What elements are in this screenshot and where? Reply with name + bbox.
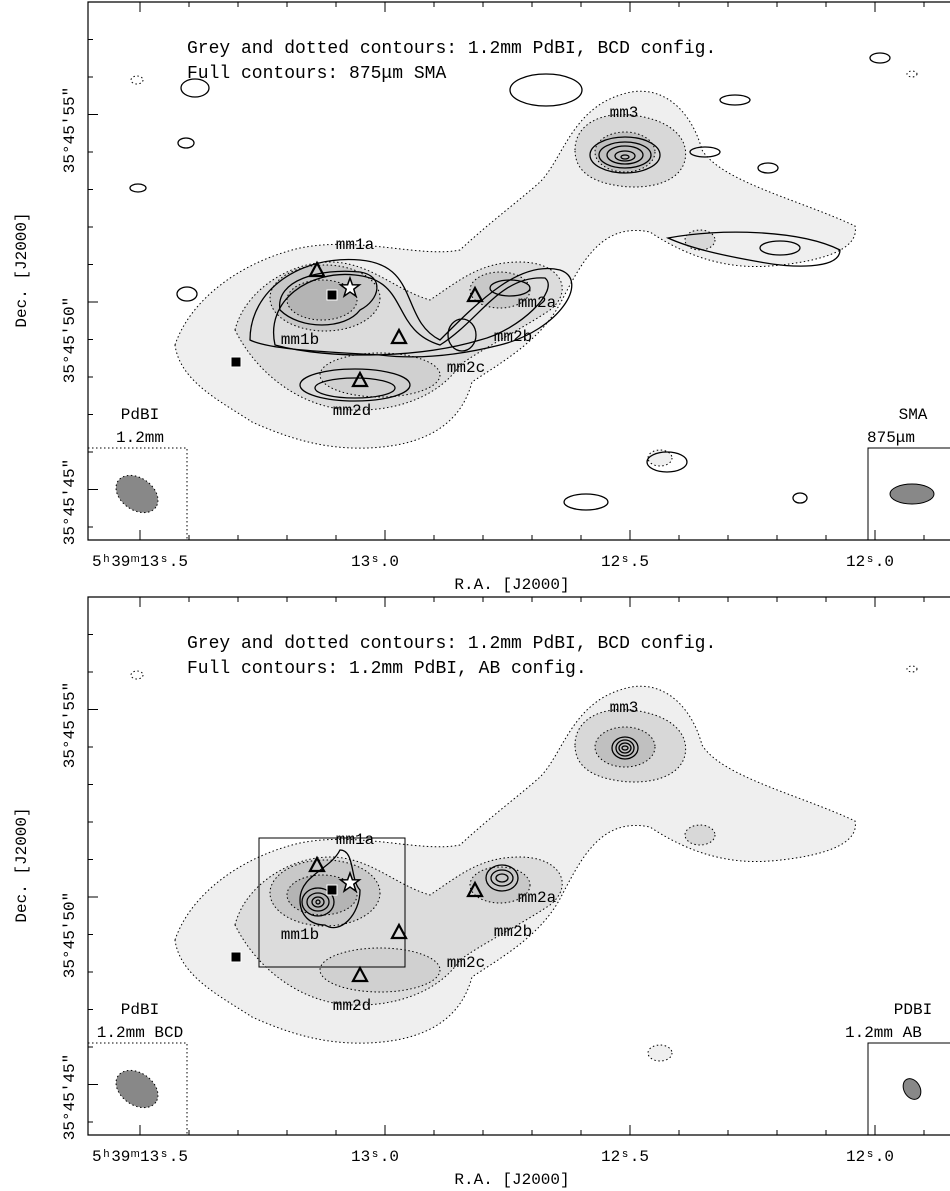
solid-contour	[720, 95, 750, 105]
y-tick-label: 35°45'50"	[61, 297, 79, 383]
source-label: mm3	[610, 104, 639, 122]
x-tick-label: 12ˢ.0	[846, 1148, 894, 1166]
source-label: mm2b	[494, 923, 532, 941]
source-label: mm2d	[333, 402, 371, 420]
panel: mm1a mm1b mm2a mm2b mm2c mm2d mm3 Grey and dott…	[13, 2, 950, 594]
contour-region	[595, 727, 655, 767]
source-label: mm2c	[447, 954, 485, 972]
beam-label: SMA	[899, 406, 928, 424]
beam-label: PDBI	[894, 1001, 932, 1019]
beam-label: 1.2mm AB	[845, 1024, 922, 1042]
source-label: mm3	[610, 699, 639, 717]
beam-label: PdBI	[121, 1001, 159, 1019]
solid-contour	[178, 138, 194, 148]
y-tick-label: 35°45'45"	[61, 459, 79, 545]
contour-region	[595, 132, 655, 172]
solid-contour	[510, 74, 582, 106]
y-tick-label: 35°45'55"	[61, 87, 79, 173]
solid-contour	[793, 493, 807, 503]
beam	[890, 484, 934, 504]
x-tick-label: 12ˢ.5	[601, 1148, 649, 1166]
x-tick-label: 13ˢ.0	[351, 553, 399, 571]
x-axis-label: R.A. [J2000]	[454, 1171, 569, 1189]
legend-line: Full contours: 875μm SMA	[187, 64, 446, 84]
y-tick-label: 35°45'50"	[61, 892, 79, 978]
source-label: mm2d	[333, 997, 371, 1015]
contour-region	[320, 948, 440, 992]
square-marker	[327, 290, 337, 300]
contour-region	[131, 671, 143, 679]
source-label: mm1b	[281, 331, 319, 349]
beam-label: 1.2mm	[116, 429, 164, 447]
x-tick-label: 5ʰ39ᵐ13ˢ.5	[92, 553, 188, 571]
x-tick-label: 13ˢ.0	[351, 1148, 399, 1166]
source-label: mm1a	[336, 831, 375, 849]
x-tick-label: 12ˢ.0	[846, 553, 894, 571]
beam	[109, 1063, 165, 1116]
contour-region	[685, 825, 715, 845]
contour-region	[907, 71, 917, 77]
source-label: mm2c	[447, 359, 485, 377]
contour-region	[907, 666, 917, 672]
beam-label: 1.2mm BCD	[97, 1024, 183, 1042]
source-label: mm1b	[281, 926, 319, 944]
solid-contour	[130, 184, 146, 192]
source-label: mm2b	[494, 328, 532, 346]
x-axis-label: R.A. [J2000]	[454, 576, 569, 594]
panel: mm1a mm1b mm2a mm2b mm2c mm2d mm3 Grey and dott…	[13, 597, 950, 1189]
y-axis-label: Dec. [J2000]	[13, 212, 31, 327]
square-marker	[231, 357, 241, 367]
source-label: mm1a	[336, 236, 375, 254]
beam	[109, 468, 165, 521]
contour-region	[648, 1045, 672, 1061]
legend-line: Grey and dotted contours: 1.2mm PdBI, BC…	[187, 634, 716, 654]
source-label: mm2a	[518, 294, 557, 312]
legend-line: Grey and dotted contours: 1.2mm PdBI, BC…	[187, 39, 716, 59]
figure: mm1a mm1b mm2a mm2b mm2c mm2d mm3 Grey and dott…	[0, 0, 950, 1191]
beam-label: PdBI	[121, 406, 159, 424]
solid-contour	[870, 53, 890, 63]
beam	[900, 1075, 925, 1102]
contour-region	[320, 353, 440, 397]
y-axis-label: Dec. [J2000]	[13, 807, 31, 922]
solid-contour	[564, 494, 608, 510]
legend-line: Full contours: 1.2mm PdBI, AB config.	[187, 659, 587, 679]
square-marker	[231, 952, 241, 962]
contour-region	[131, 76, 143, 84]
x-tick-label: 12ˢ.5	[601, 553, 649, 571]
source-label: mm2a	[518, 889, 557, 907]
y-tick-label: 35°45'55"	[61, 682, 79, 768]
y-tick-label: 35°45'45"	[61, 1054, 79, 1140]
beam-label: 875μm	[867, 429, 915, 447]
solid-contour	[758, 163, 778, 173]
square-marker	[327, 885, 337, 895]
x-tick-label: 5ʰ39ᵐ13ˢ.5	[92, 1148, 188, 1166]
solid-contour	[177, 287, 197, 301]
page: mm1a mm1b mm2a mm2b mm2c mm2d mm3 Grey and dott…	[0, 0, 950, 1191]
